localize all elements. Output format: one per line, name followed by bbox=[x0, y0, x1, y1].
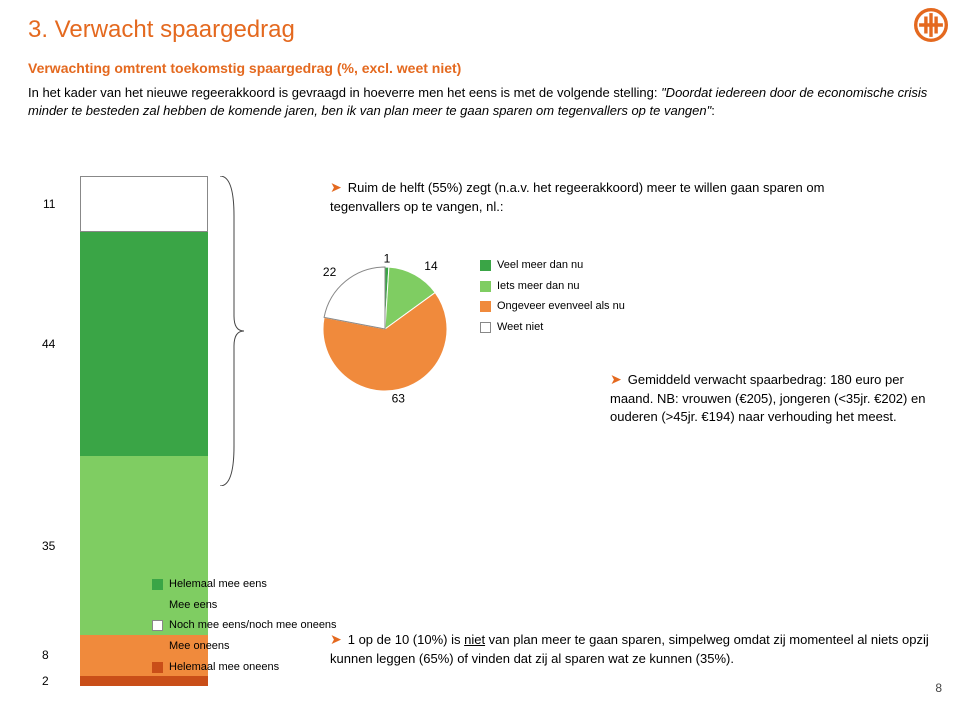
legend-item: Helemaal mee oneens bbox=[152, 658, 337, 677]
legend-item: Ongeveer evenveel als nu bbox=[480, 297, 625, 316]
bullet-arrow-icon: ➤ bbox=[330, 179, 342, 195]
legend-label: Weet niet bbox=[497, 318, 543, 337]
bar-segment-label: 11 bbox=[43, 197, 55, 211]
page-number: 8 bbox=[935, 681, 942, 695]
legend-item: Veel meer dan nu bbox=[480, 256, 625, 275]
bullet-3-underline: niet bbox=[464, 632, 485, 647]
legend-swatch bbox=[152, 579, 163, 590]
pie-slice-label: 14 bbox=[424, 259, 438, 273]
pie-legend: Veel meer dan nu Iets meer dan nuOngeveer… bbox=[480, 256, 625, 339]
legend-swatch bbox=[480, 322, 491, 333]
intro-pre: In het kader van het nieuwe regeerakkoor… bbox=[28, 85, 661, 100]
brand-logo-icon bbox=[914, 8, 948, 42]
bar-segment-label: 8 bbox=[42, 648, 49, 662]
legend-item: Weet niet bbox=[480, 318, 625, 337]
legend-label: Ongeveer evenveel als nu bbox=[497, 297, 625, 316]
pie-slice-label: 63 bbox=[392, 391, 406, 405]
bar-segment: 44 bbox=[80, 232, 208, 456]
legend-swatch bbox=[480, 281, 491, 292]
bullet-2: ➤Gemiddeld verwacht spaarbedrag: 180 eur… bbox=[610, 370, 930, 426]
legend-swatch bbox=[152, 662, 163, 673]
intro-post: : bbox=[711, 103, 715, 118]
bar-segment-label: 35 bbox=[42, 539, 55, 553]
legend-swatch bbox=[152, 620, 163, 631]
pie-slice-label: 1 bbox=[384, 251, 391, 265]
intro-text: In het kader van het nieuwe regeerakkoor… bbox=[28, 84, 928, 120]
legend-item: Helemaal mee eens bbox=[152, 575, 337, 594]
legend-item: Mee oneens bbox=[152, 637, 337, 656]
legend-label: Mee eens bbox=[169, 596, 217, 615]
bar-legend: Helemaal mee eens Mee eensNoch mee eens/n… bbox=[152, 575, 337, 678]
legend-swatch bbox=[480, 301, 491, 312]
bullet-3-pre: 1 op de 10 (10%) is bbox=[348, 632, 464, 647]
pie-chart: 1 14 63 22 bbox=[300, 244, 470, 419]
bar-segment-label: 2 bbox=[42, 674, 49, 688]
bar-segment-label: 44 bbox=[42, 337, 55, 351]
legend-label: Helemaal mee eens bbox=[169, 575, 267, 594]
bar-segment: 11 bbox=[80, 176, 208, 232]
bullet-1-text: Ruim de helft (55%) zegt (n.a.v. het reg… bbox=[330, 180, 824, 214]
legend-swatch bbox=[152, 600, 163, 611]
legend-label: Noch mee eens/noch mee oneens bbox=[169, 616, 337, 635]
legend-swatch bbox=[480, 260, 491, 271]
legend-label: Veel meer dan nu bbox=[497, 256, 583, 275]
bullet-3: ➤1 op de 10 (10%) is niet van plan meer … bbox=[330, 630, 930, 668]
pie-slice-label: 22 bbox=[323, 265, 337, 279]
legend-item: Iets meer dan nu bbox=[480, 277, 625, 296]
legend-swatch bbox=[152, 641, 163, 652]
legend-item: Mee eens bbox=[152, 596, 337, 615]
slide-title: 3. Verwacht spaargedrag bbox=[28, 16, 295, 44]
legend-label: Iets meer dan nu bbox=[497, 277, 580, 296]
legend-label: Helemaal mee oneens bbox=[169, 658, 279, 677]
bullet-2-text: Gemiddeld verwacht spaarbedrag: 180 euro… bbox=[610, 372, 925, 424]
bullet-arrow-icon: ➤ bbox=[610, 371, 622, 387]
bullet-arrow-icon: ➤ bbox=[330, 631, 342, 647]
legend-label: Mee oneens bbox=[169, 637, 230, 656]
slide-subtitle: Verwachting omtrent toekomstig spaargedr… bbox=[28, 60, 461, 76]
legend-item: Noch mee eens/noch mee oneens bbox=[152, 616, 337, 635]
bullet-1: ➤Ruim de helft (55%) zegt (n.a.v. het re… bbox=[330, 178, 890, 216]
brace-icon bbox=[216, 176, 246, 486]
